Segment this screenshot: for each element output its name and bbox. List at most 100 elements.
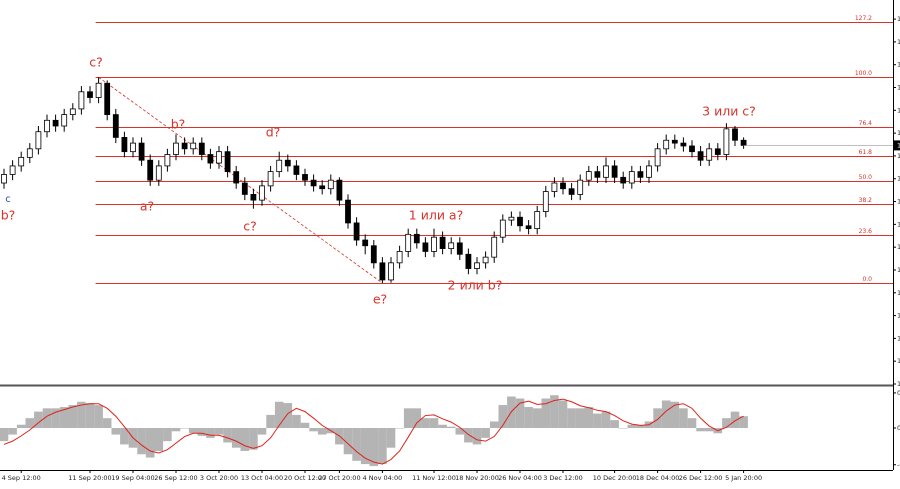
candle-body <box>319 185 326 190</box>
y-tick-label: 1.3055 <box>897 266 900 274</box>
macd-bar <box>386 428 396 448</box>
candle-body <box>78 91 85 110</box>
macd-bar <box>722 418 731 429</box>
macd-bar <box>0 428 9 442</box>
candle-body <box>680 142 687 147</box>
macd-bar <box>25 418 35 429</box>
candle-body <box>491 236 498 258</box>
candle-body <box>26 148 33 158</box>
macd-bar <box>360 428 370 465</box>
candle-body <box>104 82 111 116</box>
macd-bar <box>696 428 705 432</box>
x-tick-label: 11 Sep 20:00 <box>68 474 111 482</box>
wave-label: c? <box>243 219 257 234</box>
macd-bar <box>610 420 619 429</box>
macd-bar <box>446 426 456 429</box>
y-tick-label: 1.2975 <box>897 289 900 297</box>
fib-label: 100.0 <box>855 70 872 77</box>
candle-body <box>327 179 334 190</box>
candle-body <box>405 233 412 252</box>
candle-body <box>611 165 618 178</box>
candle-body <box>121 137 128 153</box>
macd-bar <box>180 428 189 429</box>
candle-body <box>534 211 541 230</box>
macd-bar <box>223 428 232 443</box>
macd-bar <box>679 408 688 429</box>
macd-bar <box>317 428 327 435</box>
y-tick-label: 1.3375 <box>897 175 900 183</box>
signal-line <box>3 398 744 465</box>
candle-body <box>413 233 420 244</box>
wave-label: 3 или c? <box>702 104 756 119</box>
x-tick-label: 13 Oct 04:00 <box>241 474 283 482</box>
x-tick-label: 11 Nov 12:00 <box>412 474 456 482</box>
y-tick-label: 1.3135 <box>897 243 900 251</box>
macd-bar <box>188 428 198 434</box>
candle-body <box>465 253 472 269</box>
candle-body <box>439 236 446 249</box>
candle-body <box>577 179 584 195</box>
candle-body <box>370 245 377 264</box>
macd-bar <box>489 421 499 429</box>
y-tick-label: 1.3535 <box>897 129 900 137</box>
candle-body <box>181 142 188 150</box>
y-tick-label: 1.3695 <box>897 84 900 92</box>
macd-bar <box>214 428 224 435</box>
macd-bar <box>498 405 508 429</box>
macd-bar <box>145 428 155 458</box>
candle-body <box>224 151 231 173</box>
candle-body <box>35 131 42 150</box>
macd-bar <box>292 414 301 429</box>
fib-label: 50.0 <box>859 174 873 181</box>
candle-body <box>353 222 360 241</box>
wave-label: c <box>5 194 11 205</box>
macd-bar <box>120 428 129 445</box>
candle-body <box>422 242 429 252</box>
candle-body <box>216 151 222 164</box>
macd-bar <box>42 408 52 429</box>
macd-bar <box>34 411 43 429</box>
candle-body <box>585 171 592 181</box>
wave-label: a? <box>140 199 154 214</box>
candle-body <box>396 251 403 264</box>
macd-bar <box>481 428 490 438</box>
macd-bar <box>421 418 430 429</box>
candle-body <box>560 182 566 190</box>
macd-bar <box>730 411 740 429</box>
y-tick-label: 1.3775 <box>897 61 900 69</box>
candle-body <box>310 179 317 187</box>
macd-bar <box>249 428 258 450</box>
y-tick-label: 1.3855 <box>897 38 900 46</box>
candle-body <box>732 128 738 141</box>
candle-body <box>87 91 93 98</box>
macd-bar <box>154 428 164 451</box>
candle-body <box>95 82 102 98</box>
current-price-label: 1.3492 <box>897 141 900 149</box>
macd-bar <box>464 428 473 443</box>
candle-body <box>284 159 291 167</box>
macd-bar <box>653 408 662 429</box>
candle-body <box>689 145 695 153</box>
candle-body <box>18 156 25 167</box>
macd-bar <box>8 428 17 435</box>
candle-body <box>267 171 274 187</box>
macd-bar <box>541 398 551 429</box>
candle-body <box>336 179 343 201</box>
candle-body <box>499 219 506 238</box>
fib-label: 127.2 <box>855 15 872 22</box>
macd-bar <box>85 403 95 429</box>
macd-bar <box>601 411 611 429</box>
candle-body <box>542 191 549 212</box>
macd-bar <box>274 401 284 429</box>
candle-body <box>508 216 515 221</box>
x-tick-label: 4 Sep 12:00 <box>2 474 41 482</box>
macd-bar <box>163 428 172 442</box>
macd-bar <box>472 428 482 445</box>
macd-bar <box>137 428 146 455</box>
x-tick-label: 3 Dec 12:00 <box>543 474 583 482</box>
macd-bar <box>352 428 361 461</box>
candle-body <box>241 182 248 195</box>
wave-label: e? <box>373 292 387 307</box>
macd-bar <box>283 403 293 429</box>
x-tick-label: 27 Oct 20:00 <box>318 474 360 482</box>
